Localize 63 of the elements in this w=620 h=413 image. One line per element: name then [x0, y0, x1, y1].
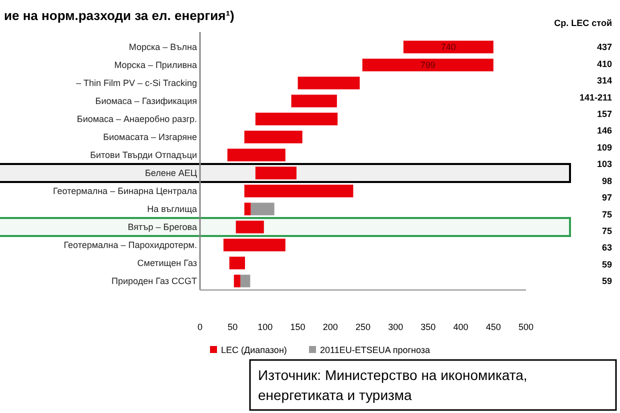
annotation: 799: [420, 60, 436, 70]
text: 314: [596, 76, 612, 86]
y-tick-label: Морска – Приливна: [114, 60, 197, 70]
legend-label: LEC (Диапазон): [221, 345, 287, 356]
x-tick-label: 150: [290, 322, 306, 332]
y-tick-label: Белене АЕЦ: [144, 168, 198, 178]
y-tick-label: Морска – Вълна: [128, 42, 197, 52]
x-tick-label: 0: [197, 322, 203, 332]
bar: [244, 202, 251, 216]
text: 157: [596, 109, 612, 120]
text: 109: [596, 142, 612, 152]
text: 59: [602, 259, 612, 270]
y-tick-label: Сметищен Газ: [137, 258, 197, 268]
text: 98: [602, 176, 612, 186]
bar: [291, 94, 337, 108]
x-tick-label: 300: [388, 322, 404, 332]
text: 141-211: [579, 92, 612, 102]
x-tick-label: 450: [486, 322, 501, 332]
text: 75: [602, 226, 612, 236]
x-tick-label: 250: [355, 322, 371, 332]
x-tick-label: 500: [518, 322, 534, 332]
bar: [298, 76, 360, 90]
text: 75: [602, 209, 612, 220]
y-tick-label: Вятър – Брегова: [128, 222, 197, 232]
x-tick-label: 50: [228, 322, 238, 332]
y-tick-label: Природен Газ CCGT: [112, 276, 198, 286]
y-tick-label: Геотермална – Парохидротерм.: [64, 240, 197, 250]
bar: [255, 112, 338, 126]
bar: [240, 274, 250, 288]
y-tick-label: Биомаса – Газификация: [95, 96, 198, 106]
text: 437: [596, 42, 612, 52]
text: 146: [596, 126, 612, 136]
bar: [255, 166, 296, 180]
x-tick-label: 100: [258, 322, 273, 332]
bar: [403, 40, 494, 54]
x-tick-label: 200: [322, 322, 338, 332]
text: 103: [596, 159, 612, 170]
y-tick-label: Битови Твърди Отпадъци: [90, 150, 197, 160]
bar: [244, 130, 302, 144]
chart-title: ие на норм.разходи за ел. енергия¹): [4, 8, 234, 23]
text: 410: [596, 58, 612, 69]
y-tick-label: Биомасата – Изгаряне: [103, 132, 197, 142]
bar: [227, 148, 286, 162]
bar: [250, 202, 274, 216]
bar: [236, 220, 264, 234]
x-tick-label: 350: [420, 322, 436, 332]
y-tick-label: Биомаса – Анаеробно разгр.: [76, 114, 197, 124]
legend-label: 2011EU-ETSEUA прогноза: [320, 345, 430, 356]
bar: [234, 274, 240, 288]
bar: [223, 238, 286, 252]
text: Източник: Министерство на икономиката, енергетиката и туризма: [258, 367, 528, 403]
bar: [244, 184, 354, 198]
y-tick-label: – Thin Film PV – c-Si Tracking: [76, 78, 197, 88]
y-tick-label: На въглища: [147, 204, 197, 214]
text: 63: [602, 242, 612, 253]
bar: [229, 256, 245, 270]
text: 59: [602, 276, 612, 286]
x-tick-label: 400: [453, 322, 468, 332]
y-tick-label: Геотермална – Бинарна Централа: [53, 186, 197, 196]
text: Ср. LEC стой: [554, 18, 612, 28]
text: 97: [602, 192, 612, 203]
annotation: 740: [440, 42, 456, 52]
bar: [362, 58, 494, 72]
